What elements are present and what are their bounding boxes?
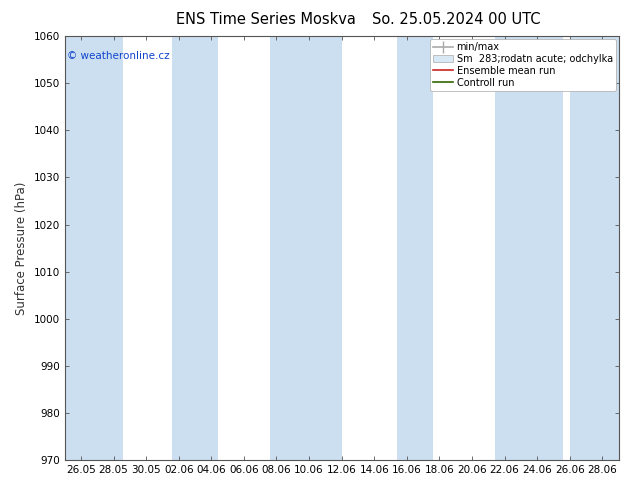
Bar xyxy=(397,36,433,460)
Text: So. 25.05.2024 00 UTC: So. 25.05.2024 00 UTC xyxy=(372,12,541,27)
Bar xyxy=(65,36,124,460)
Bar xyxy=(570,36,619,460)
Bar xyxy=(172,36,218,460)
Bar xyxy=(495,36,563,460)
Legend: min/max, Sm  283;rodatn acute; odchylka, Ensemble mean run, Controll run: min/max, Sm 283;rodatn acute; odchylka, … xyxy=(430,39,616,91)
Text: © weatheronline.cz: © weatheronline.cz xyxy=(67,51,170,61)
Y-axis label: Surface Pressure (hPa): Surface Pressure (hPa) xyxy=(15,181,28,315)
Bar xyxy=(270,36,342,460)
Text: ENS Time Series Moskva: ENS Time Series Moskva xyxy=(176,12,356,27)
